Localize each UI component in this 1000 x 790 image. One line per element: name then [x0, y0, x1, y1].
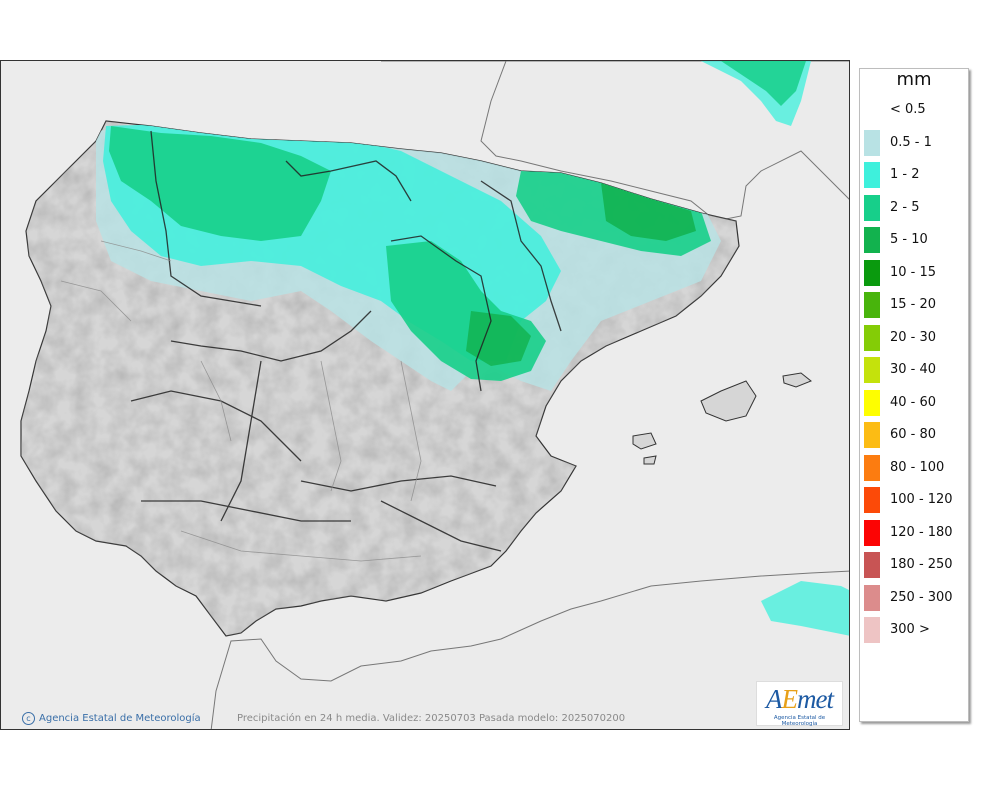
- precipitation-map[interactable]: AEmet Agencia Estatal de Meteorología: [0, 60, 850, 730]
- legend-swatch: [864, 324, 880, 351]
- precip-5-10-pyrenees: [601, 183, 696, 241]
- legend-row: 5 - 10: [864, 227, 968, 253]
- formentera-island: [643, 455, 657, 465]
- menorca-island: [782, 372, 812, 388]
- legend-swatch: [864, 389, 880, 416]
- province-borders: [60, 240, 422, 562]
- legend-label: 30 - 40: [890, 362, 937, 377]
- legend-label: 180 - 250: [890, 557, 953, 572]
- legend-swatch: [864, 129, 880, 156]
- legend-row: 15 - 20: [864, 292, 968, 318]
- legend-swatch: [864, 357, 880, 383]
- legend-label: 250 - 300: [890, 589, 953, 605]
- map-canvas: [1, 61, 849, 729]
- legend-label: 100 - 120: [890, 492, 953, 507]
- legend-row: 30 - 40: [864, 357, 968, 383]
- legend-row: < 0.5: [864, 97, 968, 123]
- legend-swatch: [864, 617, 880, 643]
- legend-label: 2 - 5: [890, 199, 920, 215]
- legend-label: 10 - 15: [890, 264, 937, 280]
- legend-row: 100 - 120: [864, 487, 968, 513]
- legend-row: 1 - 2: [864, 162, 968, 188]
- legend-label: 15 - 20: [890, 297, 937, 312]
- africa-landmass: [210, 570, 849, 729]
- aemet-logo-word: AEmet: [766, 684, 834, 714]
- mallorca-island: [700, 380, 757, 422]
- regional-borders: [130, 130, 562, 552]
- legend-row: 80 - 100: [864, 454, 968, 481]
- legend-label: 1 - 2: [890, 167, 920, 182]
- legend-row: 0.5 - 1: [864, 129, 968, 156]
- legend-unit-title: mm: [896, 69, 932, 90]
- legend-swatch: [864, 584, 880, 611]
- legend-row: 60 - 80: [864, 422, 968, 448]
- precip-2-5-north: [109, 126, 331, 241]
- legend-row: 300 >: [864, 617, 968, 643]
- legend-swatch: [864, 227, 880, 253]
- agency-credit[interactable]: c Agencia Estatal de Meteorología: [22, 712, 201, 725]
- legend-label: 60 - 80: [890, 427, 937, 442]
- aemet-logo-subtitle: Agencia Estatal de Meteorología: [773, 715, 826, 727]
- legend-label: 0.5 - 1: [890, 134, 932, 150]
- map-caption: Precipitación en 24 h media. Validez: 20…: [237, 713, 626, 724]
- legend-label: 5 - 10: [890, 232, 928, 247]
- aemet-logo: AEmet Agencia Estatal de Meteorología: [756, 681, 843, 727]
- ibiza-island: [632, 432, 657, 450]
- legend-label: 80 - 100: [890, 459, 945, 475]
- legend-swatch: [864, 292, 880, 318]
- legend-label: 20 - 30: [890, 329, 937, 345]
- legend-swatch: [864, 194, 880, 221]
- legend-swatch: [864, 162, 880, 188]
- legend-row: 120 - 180: [864, 519, 968, 546]
- legend-row: 2 - 5: [864, 194, 968, 221]
- legend-label: 300 >: [890, 622, 930, 637]
- precip-france-core: [721, 61, 806, 106]
- legend-row: 10 - 15: [864, 259, 968, 286]
- legend-row: 40 - 60: [864, 389, 968, 416]
- precip-africa: [761, 581, 849, 636]
- agency-credit-text: Agencia Estatal de Meteorología: [39, 713, 201, 724]
- legend-label: < 0.5: [890, 102, 926, 117]
- legend-swatch: [864, 487, 880, 513]
- france-landmass: [381, 61, 849, 222]
- legend-row: 180 - 250: [864, 552, 968, 578]
- legend-swatch: [864, 552, 880, 578]
- legend-swatch: [864, 259, 880, 286]
- legend-swatch: [864, 422, 880, 448]
- legend-label: 120 - 180: [890, 524, 953, 540]
- precip-5-10-central: [466, 311, 531, 366]
- legend-swatch: [864, 97, 880, 123]
- copyright-icon: c: [22, 712, 35, 725]
- legend-row: 250 - 300: [864, 584, 968, 611]
- legend-row: 20 - 30: [864, 324, 968, 351]
- precipitation-legend: mm < 0.5 0.5 - 1 1 - 2 2 - 5 5 - 10 10 - 15 15…: [859, 68, 969, 722]
- legend-label: 40 - 60: [890, 394, 937, 410]
- precipitation-overlay: [96, 121, 721, 391]
- legend-swatch: [864, 454, 880, 481]
- legend-swatch: [864, 519, 880, 546]
